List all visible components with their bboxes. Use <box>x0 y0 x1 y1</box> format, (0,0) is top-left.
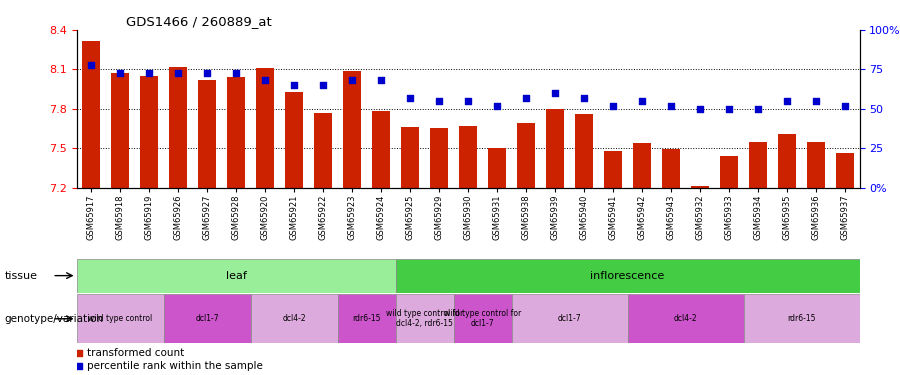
Point <box>316 82 330 88</box>
Point <box>171 69 185 75</box>
Bar <box>343 71 361 188</box>
Bar <box>778 134 796 188</box>
Text: dcl1-7: dcl1-7 <box>558 314 581 323</box>
Point <box>548 90 562 96</box>
Point <box>432 98 446 104</box>
Point <box>634 98 649 104</box>
Point <box>200 69 214 75</box>
Bar <box>662 149 680 188</box>
Point <box>809 98 824 104</box>
Bar <box>518 123 535 188</box>
Bar <box>395 259 860 292</box>
Bar <box>750 142 767 188</box>
Bar <box>720 156 738 188</box>
Bar <box>198 80 216 188</box>
Point <box>606 103 620 109</box>
Text: transformed count: transformed count <box>86 348 184 358</box>
Point <box>142 69 157 75</box>
Bar <box>489 148 506 188</box>
Bar <box>627 294 743 343</box>
Bar <box>401 127 419 188</box>
Point <box>345 77 359 83</box>
Text: rdr6-15: rdr6-15 <box>788 314 815 323</box>
Bar <box>373 111 390 188</box>
Bar <box>314 113 332 188</box>
Point <box>461 98 475 104</box>
Point <box>838 103 852 109</box>
Bar <box>164 294 250 343</box>
Text: percentile rank within the sample: percentile rank within the sample <box>86 362 263 371</box>
Point <box>112 69 127 75</box>
Bar <box>76 259 395 292</box>
Bar <box>807 142 824 188</box>
Text: GDS1466 / 260889_at: GDS1466 / 260889_at <box>126 15 272 28</box>
Point <box>403 95 418 101</box>
Bar <box>82 40 100 188</box>
Text: wild type control for
dcl4-2, rdr6-15: wild type control for dcl4-2, rdr6-15 <box>386 309 464 328</box>
Bar <box>604 151 622 188</box>
Text: dcl4-2: dcl4-2 <box>674 314 698 323</box>
Point <box>257 77 272 83</box>
Text: genotype/variation: genotype/variation <box>4 314 104 324</box>
Bar <box>836 153 854 188</box>
Point <box>751 106 765 112</box>
Bar <box>511 294 627 343</box>
Text: inflorescence: inflorescence <box>590 271 664 280</box>
Point <box>84 62 98 68</box>
Point <box>71 363 86 369</box>
Point <box>287 82 302 88</box>
Bar <box>395 294 454 343</box>
Bar <box>140 76 158 188</box>
Point <box>664 103 679 109</box>
Text: tissue: tissue <box>4 271 38 280</box>
Bar <box>459 126 477 188</box>
Text: wild type control for
dcl1-7: wild type control for dcl1-7 <box>444 309 521 328</box>
Point <box>577 95 591 101</box>
Bar <box>546 109 563 188</box>
Bar <box>228 77 245 188</box>
Bar <box>454 294 511 343</box>
Bar <box>691 186 708 188</box>
Text: leaf: leaf <box>226 271 247 280</box>
Point <box>229 69 243 75</box>
Text: wild type control: wild type control <box>88 314 152 323</box>
Bar <box>634 143 651 188</box>
Bar <box>338 294 395 343</box>
Point <box>693 106 707 112</box>
Bar <box>250 294 338 343</box>
Bar <box>256 68 274 188</box>
Text: rdr6-15: rdr6-15 <box>352 314 381 323</box>
Bar <box>112 74 129 188</box>
Bar <box>575 114 593 188</box>
Bar <box>169 67 186 188</box>
Bar <box>285 92 302 188</box>
Point <box>518 95 533 101</box>
Point <box>71 350 86 356</box>
Bar <box>430 128 447 188</box>
Point <box>779 98 794 104</box>
Text: dcl1-7: dcl1-7 <box>195 314 219 323</box>
Text: dcl4-2: dcl4-2 <box>283 314 306 323</box>
Bar <box>76 294 164 343</box>
Point <box>374 77 388 83</box>
Point <box>490 103 504 109</box>
Bar <box>743 294 860 343</box>
Point <box>722 106 736 112</box>
